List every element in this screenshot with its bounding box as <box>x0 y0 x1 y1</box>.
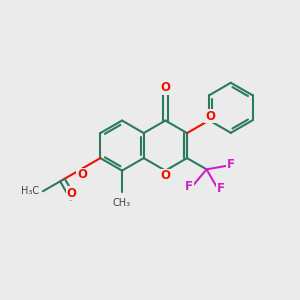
Text: F: F <box>185 180 193 193</box>
Text: F: F <box>217 182 225 195</box>
Text: O: O <box>160 169 170 182</box>
Text: O: O <box>205 110 215 123</box>
Text: CH₃: CH₃ <box>113 198 131 208</box>
Text: O: O <box>67 187 76 200</box>
Text: O: O <box>77 168 87 181</box>
Text: H₃C: H₃C <box>21 186 39 196</box>
Text: O: O <box>160 81 170 94</box>
Text: F: F <box>227 158 235 171</box>
